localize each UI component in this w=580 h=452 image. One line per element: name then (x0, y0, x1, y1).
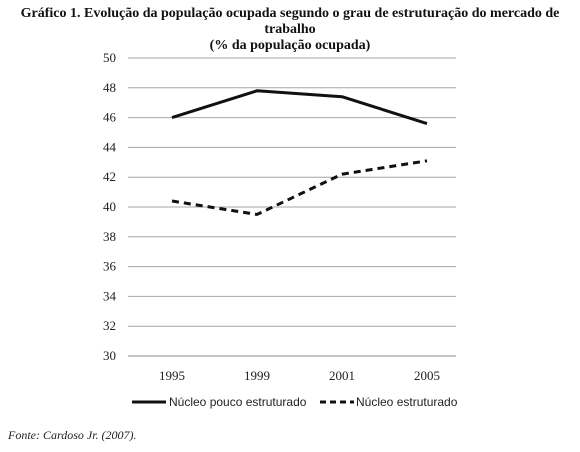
gridlines (128, 57, 456, 327)
y-tick-label-38: 38 (103, 229, 116, 244)
y-tick-label-30: 30 (103, 348, 116, 363)
chart-title: Gráfico 1. Evolução da população ocupada… (0, 6, 580, 54)
x-axis-ticks: 1995 1999 2001 2005 (159, 368, 440, 383)
y-tick-label-42: 42 (103, 169, 116, 184)
series-line-0 (171, 89, 428, 125)
y-tick-label-32: 32 (103, 318, 116, 333)
chart-subtitle: (% da população ocupada) (209, 38, 371, 53)
y-tick-label-40: 40 (103, 199, 116, 214)
series-line-1 (171, 159, 428, 216)
legend-label-1: Núcleo estruturado (356, 395, 458, 409)
y-tick-label-34: 34 (103, 288, 117, 303)
legend: Núcleo pouco estruturado Núcleo estrutura… (132, 395, 458, 409)
source-note: Fonte: Cardoso Jr. (2007). (8, 428, 137, 442)
x-tick-label-1995: 1995 (159, 368, 185, 383)
x-tick-label-2005: 2005 (414, 368, 440, 383)
series-lines (171, 89, 428, 216)
chart-title-line1: Gráfico 1. Evolução da população ocupada… (20, 6, 560, 37)
y-tick-label-50: 50 (103, 50, 116, 65)
y-tick-label-36: 36 (103, 259, 117, 274)
legend-label-0: Núcleo pouco estruturado (169, 395, 307, 409)
x-tick-label-1999: 1999 (244, 368, 270, 383)
y-tick-label-46: 46 (103, 110, 117, 125)
x-tick-label-2001: 2001 (329, 368, 355, 383)
y-axis-ticks: 30 32 34 36 38 40 42 44 46 48 50 (103, 50, 117, 363)
y-tick-label-44: 44 (103, 139, 117, 154)
y-tick-label-48: 48 (103, 80, 116, 95)
